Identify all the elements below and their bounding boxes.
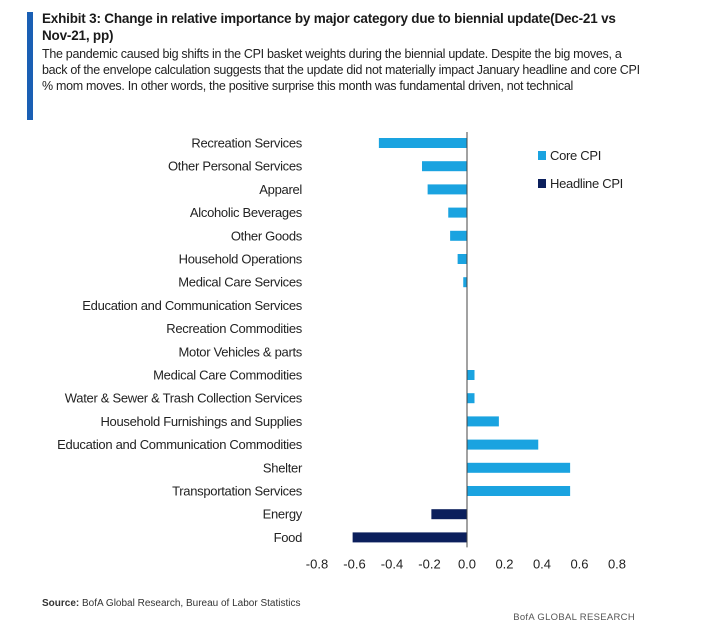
category-label: Household Operations <box>179 252 303 267</box>
category-label: Other Personal Services <box>168 159 303 174</box>
category-label: Energy <box>263 507 303 522</box>
x-tick-label: 0.0 <box>458 556 476 571</box>
bar-core-cpi <box>467 416 499 427</box>
x-tick-label: -0.4 <box>381 556 403 571</box>
bar-core-cpi <box>378 138 467 148</box>
x-tick-label: -0.2 <box>418 556 440 571</box>
source-label: Source: <box>42 598 80 609</box>
x-tick-label: -0.6 <box>343 556 365 571</box>
bar-core-cpi <box>467 393 475 404</box>
brand-label: BofA GLOBAL RESEARCH <box>513 612 635 623</box>
category-label: Education and Communication Commodities <box>57 437 303 452</box>
source-text: BofA Global Research, Bureau of Labor St… <box>82 598 301 609</box>
category-label: Other Goods <box>231 228 303 243</box>
legend-swatch-core-cpi <box>538 151 546 160</box>
chart-title: Exhibit 3: Change in relative importance… <box>42 11 616 43</box>
bar-core-cpi <box>427 184 467 195</box>
category-label: Medical Care Services <box>178 275 303 290</box>
category-label: Motor Vehicles & parts <box>179 344 303 359</box>
legend-label-core-cpi: Core CPI <box>550 148 601 163</box>
x-tick-label: 0.4 <box>533 556 551 571</box>
bar-core-cpi <box>467 370 475 380</box>
x-tick-label: 0.2 <box>495 556 513 571</box>
bar-core-cpi <box>463 277 467 288</box>
bar-core-cpi <box>448 207 467 218</box>
chart-header: Exhibit 3: Change in relative importance… <box>42 10 642 94</box>
chart-subtitle: The pandemic caused big shifts in the CP… <box>42 47 640 93</box>
bar-core-cpi <box>467 486 571 496</box>
x-tick-label: 0.6 <box>570 556 588 571</box>
category-label: Water & Sewer & Trash Collection Service… <box>65 391 303 406</box>
x-tick-label: -0.8 <box>306 556 328 571</box>
category-label: Transportation Services <box>172 484 303 499</box>
x-tick-label: 0.8 <box>608 556 626 571</box>
bar-headline-cpi <box>352 532 467 543</box>
bar-core-cpi <box>457 254 467 264</box>
bar-core-cpi <box>467 439 539 450</box>
bar-core-cpi <box>467 462 571 473</box>
category-label: Recreation Services <box>191 136 302 151</box>
category-label: Food <box>274 530 303 545</box>
category-label: Recreation Commodities <box>166 321 303 336</box>
bar-headline-cpi <box>431 509 467 520</box>
category-label: Alcoholic Beverages <box>190 205 303 220</box>
category-label: Household Furnishings and Supplies <box>100 414 302 429</box>
legend-label-headline-cpi: Headline CPI <box>550 176 623 191</box>
category-label: Apparel <box>259 182 302 197</box>
bar-core-cpi <box>450 230 467 241</box>
bar-core-cpi <box>422 161 467 172</box>
category-label: Education and Communication Services <box>82 298 303 313</box>
source-note: Source: BofA Global Research, Bureau of … <box>42 598 300 609</box>
bar-chart: Recreation Services Other Personal Servic… <box>57 132 626 571</box>
category-label: Shelter <box>263 460 303 475</box>
accent-bar <box>27 12 33 120</box>
legend-swatch-headline-cpi <box>538 179 546 188</box>
category-label: Medical Care Commodities <box>153 368 303 383</box>
